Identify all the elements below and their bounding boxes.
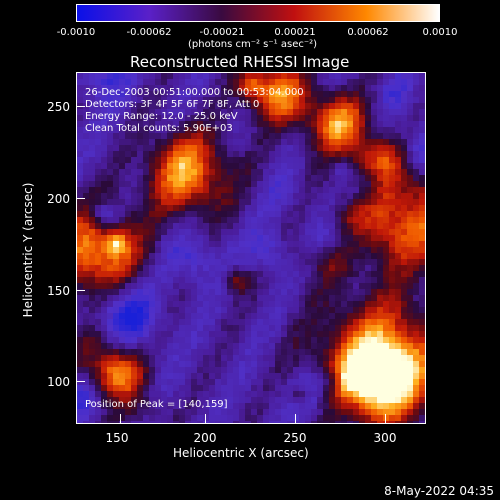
x-tick-label: 250	[283, 431, 307, 445]
colorbar-tick-label: -0.00021	[199, 27, 245, 38]
colorbar-tick-label: -0.00062	[126, 27, 172, 38]
y-axis-label: Heliocentric Y (arcsec)	[21, 182, 35, 318]
solar-image-plot: 26-Dec-2003 00:51:00.000 to 00:53:04.000…	[76, 72, 426, 424]
y-tick-label: 150	[47, 284, 70, 298]
x-tick-label: 300	[373, 431, 397, 445]
colorbar-tick-label: -0.0010	[56, 27, 96, 38]
colorbar-tick-label: 0.0010	[422, 27, 458, 38]
heatmap-image	[77, 73, 425, 423]
x-tick-mark	[205, 414, 206, 423]
colorbar-tick-label: 0.00062	[347, 27, 389, 38]
y-tick-mark	[76, 290, 85, 291]
x-axis-label: Heliocentric X (arcsec)	[173, 446, 309, 460]
y-tick-label: 200	[47, 192, 70, 206]
y-tick-mark	[76, 381, 85, 382]
colorbar	[76, 4, 440, 22]
colorbar-units: (photons cm⁻² s⁻¹ asec⁻²)	[188, 39, 318, 50]
energy-range-annotation: Energy Range: 12.0 - 25.0 keV	[85, 111, 238, 122]
time-range-annotation: 26-Dec-2003 00:51:00.000 to 00:53:04.000	[85, 87, 304, 98]
y-tick-mark	[76, 106, 85, 107]
counts-annotation: Clean Total counts: 5.90E+03	[85, 123, 233, 134]
x-tick-mark	[120, 414, 121, 423]
colorbar-tick-label: 0.00021	[274, 27, 316, 38]
detectors-annotation: Detectors: 3F 4F 5F 6F 7F 8F, Att 0	[85, 99, 260, 110]
y-tick-mark	[76, 198, 85, 199]
x-tick-label: 200	[193, 431, 217, 445]
y-tick-label: 100	[47, 375, 70, 389]
image-title: Reconstructed RHESSI Image	[130, 53, 350, 71]
timestamp: 8-May-2022 04:35	[384, 484, 494, 498]
peak-position-annotation: Position of Peak = [140,159]	[85, 399, 228, 410]
y-tick-label: 250	[47, 100, 70, 114]
x-tick-label: 150	[105, 431, 129, 445]
x-tick-mark	[385, 414, 386, 423]
x-tick-mark	[295, 414, 296, 423]
